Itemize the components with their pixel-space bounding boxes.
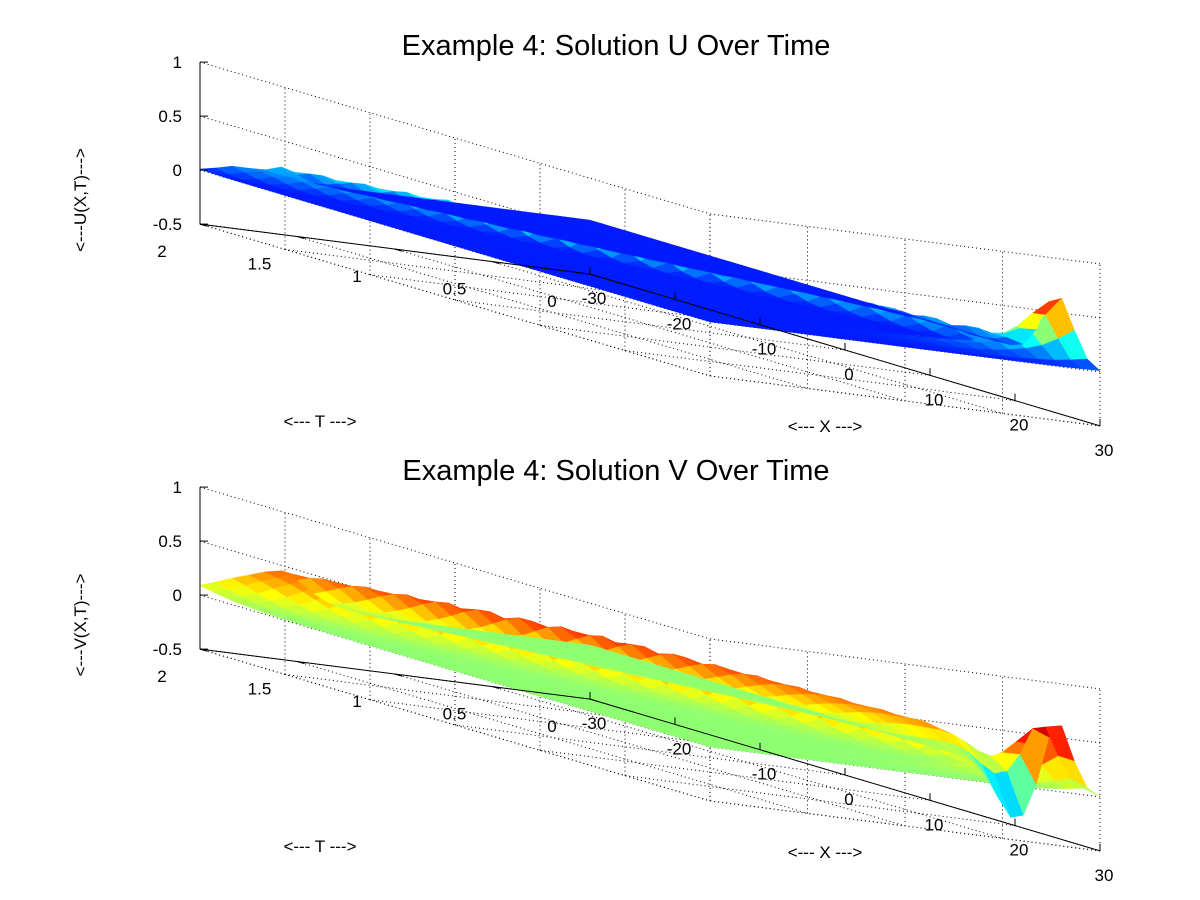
t-tick-label: 0.5 xyxy=(443,705,467,724)
z-tick-label: 0.5 xyxy=(158,107,182,126)
x-tick-label: -10 xyxy=(752,765,777,784)
t-tick-label: 1.5 xyxy=(248,255,272,274)
surface-plot-v: Example 4: Solution V Over Time -30 -20 -1… xyxy=(71,455,1113,885)
z-tick-label: 0 xyxy=(173,161,182,180)
grid-line xyxy=(709,638,1101,690)
t-tick xyxy=(589,273,598,277)
x-tick-label: -30 xyxy=(582,289,607,308)
grid-line xyxy=(297,661,808,814)
x-tick-label: -10 xyxy=(752,340,777,359)
x-tick-label: -20 xyxy=(667,314,692,333)
grid-line xyxy=(492,686,1003,839)
x-tick-label: -30 xyxy=(582,714,607,733)
t-axis-label: <--- T ---> xyxy=(283,412,356,431)
t-tick-label: 1 xyxy=(352,692,361,711)
grid-line xyxy=(539,749,931,801)
x-tick-label: 0 xyxy=(844,790,853,809)
grid-line xyxy=(394,673,906,827)
tick-labels: -30 -20 -10 0 10 20 30 0 0.5 1 1.5 2 -0.5 0 0.5 1 xyxy=(153,53,1114,460)
grid-line xyxy=(394,248,906,402)
x-tick-label: 0 xyxy=(844,365,853,384)
grid-line xyxy=(539,324,931,376)
x-tick-label: -20 xyxy=(667,739,692,758)
x-tick-label: 10 xyxy=(925,815,944,834)
t-tick-label: 0 xyxy=(547,717,556,736)
chart-title: Example 4: Solution U Over Time xyxy=(402,30,831,62)
chart-title: Example 4: Solution V Over Time xyxy=(402,455,829,487)
t-tick-label: 0 xyxy=(547,292,556,311)
grid-line xyxy=(199,115,711,269)
grid-line xyxy=(199,648,711,802)
z-tick-label: 1 xyxy=(173,53,182,72)
z-axis-label: <---V(X,T)---> xyxy=(71,573,90,676)
z-tick-label: -0.5 xyxy=(153,215,182,234)
grid-line xyxy=(369,274,761,326)
z-axis-label: <---U(X,T)---> xyxy=(71,148,90,252)
x-tick-label: 20 xyxy=(1010,841,1029,860)
grid-line xyxy=(369,699,761,751)
z-tick-label: 0 xyxy=(173,586,182,605)
t-tick-label: 1.5 xyxy=(248,680,272,699)
t-tick xyxy=(394,673,403,677)
axes xyxy=(199,61,1101,427)
t-tick xyxy=(492,686,500,690)
x-tick-label: 20 xyxy=(1010,416,1029,435)
t-axis-label: <--- T ---> xyxy=(283,837,356,856)
grid-line xyxy=(199,486,711,640)
surface-patch xyxy=(1070,358,1101,371)
t-tick xyxy=(394,248,403,252)
t-tick-label: 2 xyxy=(157,242,166,261)
grid-line xyxy=(709,213,1101,265)
grid-line xyxy=(454,299,846,351)
grid-line xyxy=(199,61,711,215)
t-tick xyxy=(297,236,305,240)
surface xyxy=(199,165,1101,371)
tick-labels: -30 -20 -10 0 10 20 30 0 0.5 1 1.5 2 -0.5 0 0.5 1 xyxy=(153,478,1114,885)
grid-line xyxy=(624,350,1016,402)
surface xyxy=(199,570,1101,818)
x-tick-label: 10 xyxy=(925,390,944,409)
x-axis-label: <--- X ---> xyxy=(788,417,863,436)
x-tick-label: 30 xyxy=(1095,441,1114,460)
t-tick-label: 1 xyxy=(352,267,361,286)
grid-line xyxy=(709,800,1101,852)
surface-patch xyxy=(1070,778,1101,797)
grid-line xyxy=(454,724,846,776)
t-tick xyxy=(297,661,305,665)
z-tick-label: 1 xyxy=(173,478,182,497)
grid-line xyxy=(492,261,1003,414)
t-tick-label: 0.5 xyxy=(443,280,467,299)
grid-line xyxy=(199,223,711,377)
surface-plot-u: Example 4: Solution U Over Time -30 -20 -1… xyxy=(71,30,1113,460)
t-tick xyxy=(492,261,500,265)
x-axis-label: <--- X ---> xyxy=(788,843,863,862)
grid-line xyxy=(624,775,1016,827)
z-tick-label: -0.5 xyxy=(153,640,182,659)
x-tick-label: 30 xyxy=(1095,866,1114,885)
t-tick xyxy=(589,698,598,702)
grid-line xyxy=(709,267,1101,319)
grid-line xyxy=(199,540,711,694)
grid-line xyxy=(199,594,711,748)
t-tick-label: 2 xyxy=(157,667,166,686)
grid-line xyxy=(297,236,808,389)
z-tick-label: 0.5 xyxy=(158,532,182,551)
grid-line xyxy=(709,375,1101,427)
axes xyxy=(199,486,1101,852)
